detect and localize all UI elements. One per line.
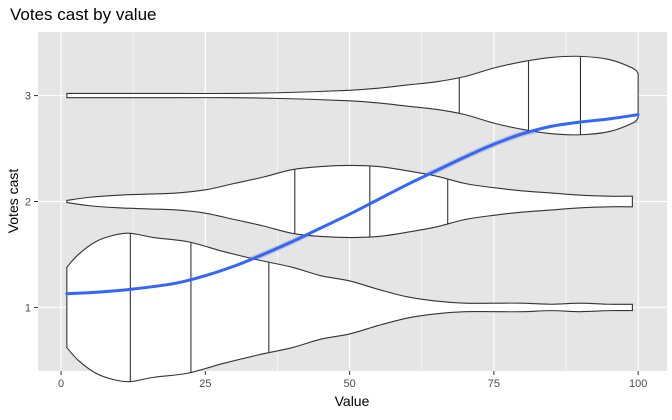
smooth-trend-line	[65, 113, 640, 296]
x-tick-label: 25	[199, 378, 211, 390]
violin-body	[66, 232, 633, 383]
x-tick-label: 50	[343, 378, 355, 390]
chart-title: Votes cast by value	[10, 5, 156, 24]
violin-2	[66, 164, 633, 239]
y-axis-label: Votes cast	[5, 169, 21, 234]
y-tick-label: 3	[25, 91, 31, 103]
x-tick-label: 0	[58, 378, 64, 390]
violin-body	[66, 55, 639, 136]
axes: 0 25 50 75 100 1 2 3	[25, 91, 647, 390]
y-tick-label: 1	[25, 302, 31, 314]
y-tick-label: 2	[25, 197, 31, 209]
violins	[66, 55, 639, 383]
x-tick-label: 100	[629, 378, 647, 390]
violin-body	[66, 164, 633, 239]
smooth-line	[65, 113, 640, 296]
violin-1	[66, 232, 633, 383]
x-axis-label: Value	[335, 393, 370, 409]
x-tick-label: 75	[488, 378, 500, 390]
